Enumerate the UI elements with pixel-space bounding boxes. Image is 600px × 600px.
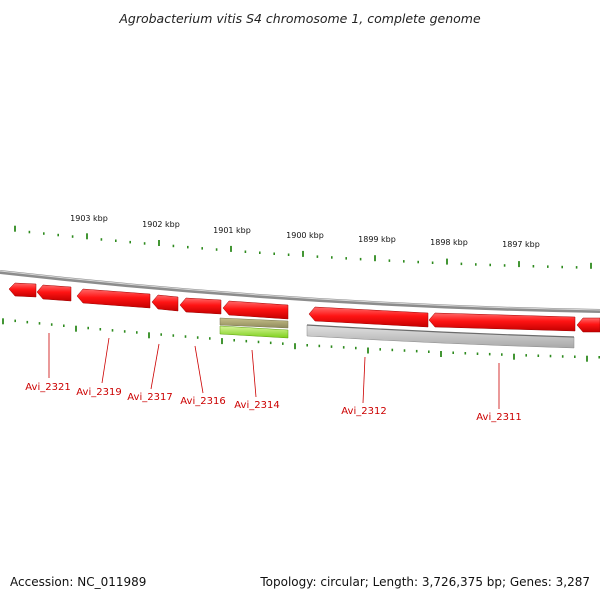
upper-tick-row <box>14 225 592 269</box>
feature-bar-olive[interactable] <box>219 317 289 329</box>
gene-label[interactable]: Avi_2321 <box>25 382 70 393</box>
gene-label[interactable]: Avi_2311 <box>476 412 521 423</box>
kbp-label: 1901 kbp <box>213 226 251 235</box>
feature-bar-green[interactable] <box>219 325 289 339</box>
gene-arrow[interactable] <box>179 297 222 315</box>
gene-labels: Avi_2321 Avi_2319 Avi_2317 Avi_2316 Avi_… <box>25 382 521 423</box>
gene-label[interactable]: Avi_2317 <box>127 392 172 403</box>
gene-arrow[interactable] <box>308 306 429 328</box>
accession-text: Accession: NC_011989 <box>10 575 146 589</box>
gene-label[interactable]: Avi_2314 <box>234 400 279 411</box>
kbp-label: 1900 kbp <box>286 231 324 240</box>
gene-label[interactable]: Avi_2319 <box>76 387 121 398</box>
gene-arrow[interactable] <box>151 294 179 312</box>
lower-tick-row <box>2 318 600 362</box>
gene-leader-lines <box>48 333 500 409</box>
genome-summary-text: Topology: circular; Length: 3,726,375 bp… <box>259 575 590 589</box>
gene-arrow[interactable] <box>36 284 72 302</box>
gene-arrow[interactable] <box>576 317 600 333</box>
gene-arrow[interactable] <box>222 300 289 320</box>
rna-ring <box>219 317 575 349</box>
gene-arrow[interactable] <box>428 312 576 332</box>
chromosome-backbone <box>0 270 600 313</box>
gene-arrow[interactable] <box>8 282 37 298</box>
map-title: Agrobacterium vitis S4 chromosome 1, com… <box>118 11 481 26</box>
kbp-label: 1902 kbp <box>142 220 180 229</box>
kbp-label: 1897 kbp <box>502 240 540 249</box>
gene-label[interactable]: Avi_2316 <box>180 396 225 407</box>
kbp-label: 1899 kbp <box>358 235 396 244</box>
gene-label[interactable]: Avi_2312 <box>341 406 386 417</box>
gene-ring <box>8 282 600 333</box>
kbp-scale-labels: 1903 kbp 1902 kbp 1901 kbp 1900 kbp 1899… <box>70 214 540 249</box>
kbp-label: 1898 kbp <box>430 238 468 247</box>
kbp-label: 1903 kbp <box>70 214 108 223</box>
gene-arrow[interactable] <box>76 288 151 309</box>
